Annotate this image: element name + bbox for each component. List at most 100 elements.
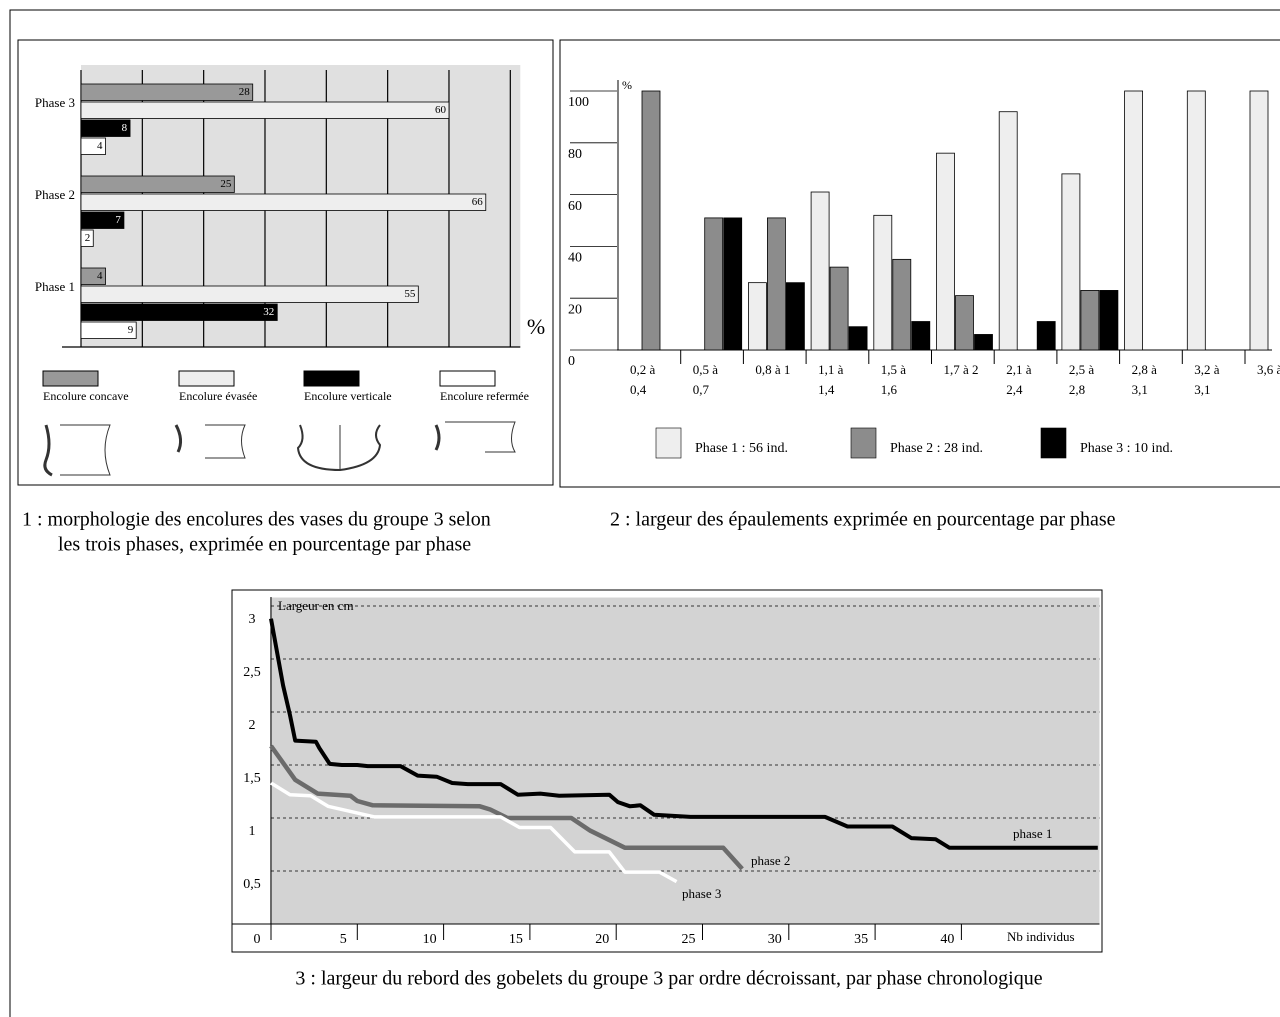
bar <box>1186 90 1206 351</box>
legend-swatch <box>850 427 877 459</box>
bar <box>80 193 487 211</box>
x-tick-label: 0,8 à 1 <box>755 362 791 377</box>
y-tick-label: 1 <box>249 824 256 839</box>
bar <box>80 83 254 101</box>
x-tick-label: 35 <box>854 932 868 947</box>
legend-label: Encolure évasée <box>179 389 257 403</box>
y-axis-label: % <box>622 78 632 92</box>
outer-frame <box>9 9 1280 1017</box>
value-label: 4 <box>97 270 103 282</box>
panel-frame <box>559 39 1280 488</box>
category-label: Phase 1 <box>35 279 75 294</box>
legend-swatch <box>439 370 496 387</box>
y-tick-label: 3 <box>249 612 256 627</box>
bar <box>1080 290 1100 351</box>
bar <box>998 111 1018 351</box>
panel-frame <box>17 39 554 486</box>
bar <box>1036 321 1056 351</box>
bar <box>1099 290 1119 351</box>
bar <box>80 267 106 285</box>
bar <box>1061 173 1081 351</box>
series-label: phase 2 <box>751 853 790 868</box>
x-tick-label: 2,1 à 2,4 <box>1006 362 1032 397</box>
x-tick-label: 0 <box>254 932 261 947</box>
y-tick-label: 0,5 <box>243 877 261 892</box>
caption: 3 : largeur du rebord des gobelets du gr… <box>295 968 1042 990</box>
x-tick-label: 2,5 à 2,8 <box>1068 362 1095 397</box>
value-label: 4 <box>97 140 103 152</box>
bar <box>955 295 974 351</box>
legend-swatch <box>178 370 235 387</box>
bar <box>80 285 419 303</box>
bar <box>873 214 893 351</box>
series-label: phase 3 <box>682 886 721 901</box>
x-tick-label: 40 <box>940 932 954 947</box>
legend-swatch <box>1040 427 1067 459</box>
legend-label: Phase 1 : 56 ind. <box>695 441 788 456</box>
x-tick-label: 1,5 à 1,6 <box>880 362 907 397</box>
y-tick-label: 20 <box>568 302 582 317</box>
x-tick-label: 3,2 à 3,1 <box>1194 362 1220 397</box>
x-tick-label: 2,8 à 3,1 <box>1131 362 1157 397</box>
bar <box>641 90 661 351</box>
y-axis-label: Largeur en cm <box>278 598 354 613</box>
value-label: 32 <box>263 306 274 318</box>
data-line <box>269 618 1098 850</box>
x-tick-label: 20 <box>595 932 609 947</box>
x-tick-label: 1,1 à 1,4 <box>818 362 844 397</box>
data-line <box>269 744 744 871</box>
bar <box>748 282 767 351</box>
category-label: Phase 2 <box>35 187 75 202</box>
bar <box>80 303 278 321</box>
bar <box>80 137 106 155</box>
y-tick-label: 2 <box>249 718 256 733</box>
caption: 1 : morphologie des encolures des vases … <box>22 509 491 531</box>
y-tick-label: 1,5 <box>243 771 261 786</box>
data-line <box>270 781 678 884</box>
bar <box>1249 90 1269 351</box>
value-label: 2 <box>85 232 91 244</box>
bar <box>911 321 931 351</box>
bar <box>767 217 786 351</box>
x-tick-label: 0,5 à 0,7 <box>692 362 718 397</box>
bar <box>974 334 993 351</box>
bar <box>829 266 849 351</box>
series-label: phase 1 <box>1013 826 1052 841</box>
bar <box>80 211 125 229</box>
bar <box>892 258 912 351</box>
x-axis-label: % <box>527 314 545 339</box>
panel-frame <box>231 589 1103 953</box>
bar <box>848 326 868 351</box>
value-label: 7 <box>115 214 121 226</box>
bar <box>723 217 743 351</box>
plot-area <box>270 597 1100 924</box>
x-tick-label: 3,6 à 4 <box>1257 362 1280 377</box>
y-tick-label: 0 <box>568 354 575 369</box>
y-tick-label: 2,5 <box>243 665 261 680</box>
x-tick-label: 15 <box>509 932 523 947</box>
bar <box>786 282 805 351</box>
legend-label: Encolure verticale <box>304 389 392 403</box>
x-axis-label: Nb individus <box>1007 929 1075 944</box>
value-label: 9 <box>128 324 134 336</box>
bar <box>80 175 235 193</box>
value-label: 25 <box>220 178 232 190</box>
y-tick-label: 100 <box>568 95 589 110</box>
bar <box>936 152 955 351</box>
legend-swatch <box>42 370 99 387</box>
x-tick-label: 30 <box>768 932 782 947</box>
category-label: Phase 3 <box>35 95 75 110</box>
y-tick-label: 80 <box>568 147 582 162</box>
caption: les trois phases, exprimée en pourcentag… <box>58 534 471 556</box>
legend-label: Encolure refermée <box>440 389 529 403</box>
value-label: 66 <box>472 196 484 208</box>
value-label: 8 <box>122 122 128 134</box>
x-tick-label: 5 <box>340 932 347 947</box>
x-tick-label: 10 <box>423 932 437 947</box>
bar <box>80 101 450 119</box>
bar <box>704 217 724 351</box>
bar <box>810 191 830 351</box>
x-tick-label: 1,7 à 2 <box>943 362 979 377</box>
vase-drawings <box>43 421 516 477</box>
